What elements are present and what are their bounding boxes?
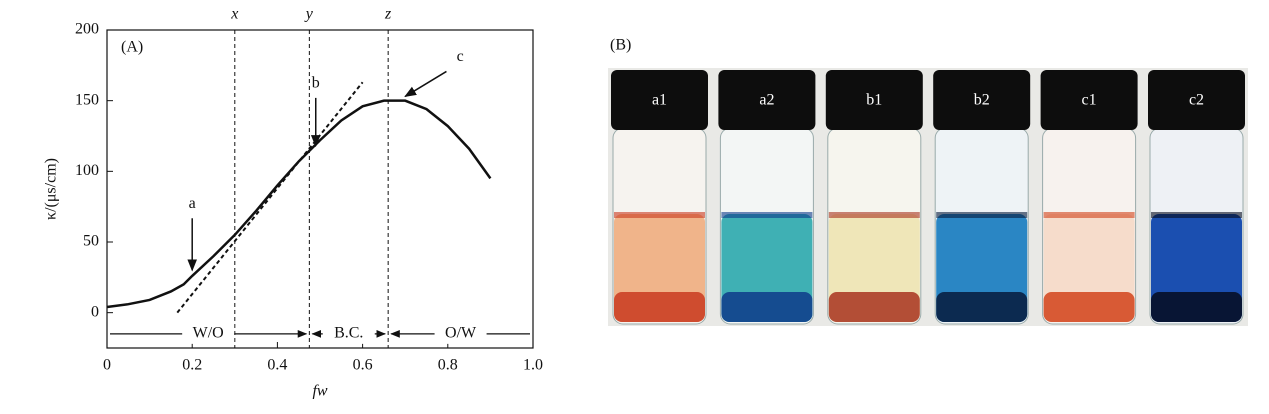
region-label: O/W <box>445 325 477 342</box>
annotation-label: c <box>457 48 464 65</box>
x-tick-label: 0.6 <box>353 357 373 374</box>
vial-cap <box>611 70 708 130</box>
photo-background <box>608 68 1248 326</box>
plot-frame <box>106 29 534 349</box>
region-label-bg <box>322 323 375 344</box>
panel-label: (A) <box>121 39 143 56</box>
vial-sediment <box>936 292 1028 322</box>
annotation-label: b <box>312 75 320 92</box>
vial-sediment <box>721 292 813 322</box>
region-label-bg <box>182 323 235 344</box>
vial-cap <box>1148 70 1245 130</box>
x-tick-label: 1.0 <box>523 357 543 374</box>
vial-interface <box>614 212 705 218</box>
x-tick-label: 0.4 <box>267 357 287 374</box>
tangent-line <box>176 81 364 314</box>
x-axis-label: fw <box>312 383 327 400</box>
x-tick-label: 0.8 <box>438 357 458 374</box>
y-tick-label: 100 <box>75 162 99 179</box>
vial-sediment <box>1043 292 1135 322</box>
conductivity-line <box>106 99 492 309</box>
chart-a: 0 50 100 150 200 0 0.2 0.4 0.6 0.8 1.0 fw κ/(μs/cm) (… <box>43 6 543 400</box>
vial-cap <box>1040 70 1138 130</box>
y-tick-label: 50 <box>83 233 99 250</box>
x-tick-label: 0.2 <box>182 357 202 374</box>
y-axis-label: κ/(μs/cm) <box>43 158 60 220</box>
vial-sediment <box>828 292 920 322</box>
vial-interface <box>828 212 920 218</box>
divider-label: x <box>230 6 238 23</box>
vial-label: c1 <box>1082 92 1097 109</box>
annotation-arrow <box>404 70 447 98</box>
region-label: B.C. <box>334 325 363 342</box>
y-tick-label: 200 <box>75 21 99 38</box>
region-label-bg <box>434 323 487 344</box>
vial-interface <box>1151 212 1242 218</box>
vial-label: b2 <box>974 92 990 109</box>
vial-cap <box>933 70 1031 130</box>
photo-b: (B) a1 a2 b1 b2 c1 c2 <box>608 37 1248 326</box>
vial-cap <box>718 70 816 130</box>
x-tick-label: 0 <box>103 357 111 374</box>
divider-label: y <box>304 6 314 23</box>
vial-label: a2 <box>759 92 774 109</box>
vial-label: c2 <box>1189 92 1204 109</box>
vial-sediment <box>614 292 705 322</box>
vial-interface <box>1043 212 1135 218</box>
divider-label: z <box>384 6 392 23</box>
panel-label: (B) <box>610 37 631 54</box>
annotation-label: a <box>189 195 196 212</box>
vial-label: b1 <box>866 92 882 109</box>
y-tick-label: 150 <box>75 91 99 108</box>
y-tick-label: 0 <box>91 303 99 320</box>
vial-interface <box>936 212 1028 218</box>
region-label: W/O <box>193 325 224 342</box>
vial-sediment <box>1151 292 1242 322</box>
vial-interface <box>721 212 813 218</box>
vial-cap <box>825 70 923 130</box>
vial-label: a1 <box>652 92 667 109</box>
